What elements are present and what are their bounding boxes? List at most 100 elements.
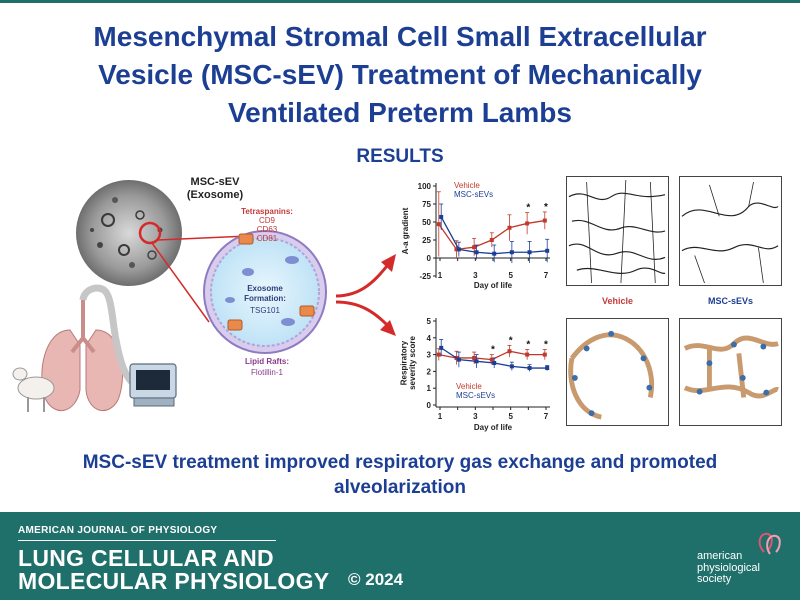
x-tick-label: 1 [438,271,443,280]
title-line-1: Mesenchymal Stromal Cell Small Extracell… [93,21,707,52]
data-point [545,248,550,253]
x-tick-label: 5 [508,271,513,280]
data-point [456,247,461,252]
aps-name-line-3: society [697,573,732,585]
x-tick-label: 1 [438,412,443,421]
copyright-notice: © 2024 [348,570,404,589]
data-point [439,345,444,350]
y-tick-label: 100 [418,182,432,191]
electron-micrograph [76,180,182,286]
lipid-rafts-title: Lipid Rafts: [245,357,289,366]
tetraspanin-cd63: CD63 [256,225,278,234]
tetraspanin-cd81: CD81 [256,234,278,243]
ventilator-tube [79,284,141,391]
data-point [436,352,441,357]
exosome-label: MSC-sEV (Exosome) [170,176,260,202]
data-point [472,355,477,360]
data-point [527,250,532,255]
flotillin-label: Flotillin-1 [250,368,283,377]
legend-entry: Vehicle [454,181,480,190]
data-point [507,225,512,230]
exosome-vesicle [203,230,327,354]
lamb-illustration [12,367,55,412]
y-tick-label: 0 [427,254,432,263]
data-point [474,250,479,255]
aps-name-line-2: physiological [697,561,760,574]
data-point [472,245,477,250]
arrowhead-aa [381,254,396,272]
data-point [507,349,512,354]
histology-vehicle-label: Vehicle [601,296,634,306]
aps-logo-icon [758,532,781,555]
data-point [489,357,494,362]
significance-marker: * [544,340,548,351]
y-tick-label: 25 [422,236,431,245]
formation-title-line-2: Formation: [244,294,286,303]
data-point [509,364,514,369]
histology-msc-label: MSC-sEVs [707,296,753,306]
aps-name-line-1: american [697,550,743,562]
journal-parent-title: AMERICAN JOURNAL OF PHYSIOLOGY [18,525,218,536]
data-point [542,352,547,357]
x-axis-label: Day of life [474,423,513,432]
y-tick-label: 50 [422,218,431,227]
aps-society-name: american physiological society [697,550,797,586]
legend-entry: MSC-sEVs [454,190,493,199]
significance-marker: * [526,340,530,351]
data-point [525,352,530,357]
y-tick-label: 4 [427,334,432,343]
data-point [489,238,494,242]
data-point [492,251,497,256]
journal-footer: AMERICAN JOURNAL OF PHYSIOLOGY LUNG CELL… [0,512,800,600]
conclusion-line-1: MSC-sEV treatment improved respiratory g… [82,452,718,473]
significance-marker: * [509,335,513,346]
formation-title-line-1: Exosome [247,284,283,293]
data-point [436,222,441,227]
data-point [542,218,547,223]
aa-gradient-chart: -25 0 25 50 75 100 1 3 5 7 Day of life A-a gradient… [401,181,550,290]
title-line-2: Vesicle (MSC-sEV) Treatment of Mechanica… [98,59,702,90]
y-axis-label: Respiratoryseverity score [399,336,417,390]
y-tick-label: 5 [427,317,432,326]
x-tick-label: 3 [473,271,478,280]
significance-marker: * [491,345,495,356]
histology-vehicle-tissue [566,176,669,286]
y-tick-label: 0 [427,401,432,410]
y-tick-label: 3 [427,351,432,360]
y-axis-label: A-a gradient [401,207,410,254]
exosome-label-line-2: (Exosome) [186,189,244,201]
data-point [439,214,444,219]
journal-name-line-1: LUNG CELLULAR AND [18,545,274,571]
arrow-to-rss-chart [335,300,392,330]
ihc-msc-tissue [679,318,782,426]
data-point [456,357,461,362]
results-heading: RESULTS [356,146,444,167]
top-rule [0,0,800,3]
y-tick-label: 1 [427,384,432,393]
ihc-vehicle-tissue [566,318,669,426]
x-tick-label: 3 [473,412,478,421]
conclusion-line-2: alveolarization [334,477,466,498]
arrow-to-aa-chart [335,261,392,298]
legend-entry: MSC-sEVs [456,391,495,400]
title-line-3: Ventilated Preterm Lambs [228,97,572,128]
x-tick-label: 5 [508,412,513,421]
histology-msc-tissue [679,176,782,286]
ventilator-monitor [129,363,177,407]
journal-name-line-2: MOLECULAR PHYSIOLOGY [18,568,330,594]
tetraspanins-title: Tetraspanins: [241,207,293,216]
significance-marker: * [526,203,530,214]
conclusion-text: MSC-sEV treatment improved respiratory g… [30,450,770,500]
tetraspanin-cd9: CD9 [258,216,275,225]
y-tick-label: 2 [427,367,432,376]
page-title: Mesenchymal Stromal Cell Small Extracell… [40,18,760,132]
y-tick-label: -25 [419,272,431,281]
x-axis-label: Day of life [474,281,513,290]
x-tick-label: 7 [544,412,549,421]
significance-marker: * [544,202,548,213]
data-point [474,359,479,364]
arrowhead-rss [380,320,396,336]
x-tick-label: 7 [544,271,549,280]
